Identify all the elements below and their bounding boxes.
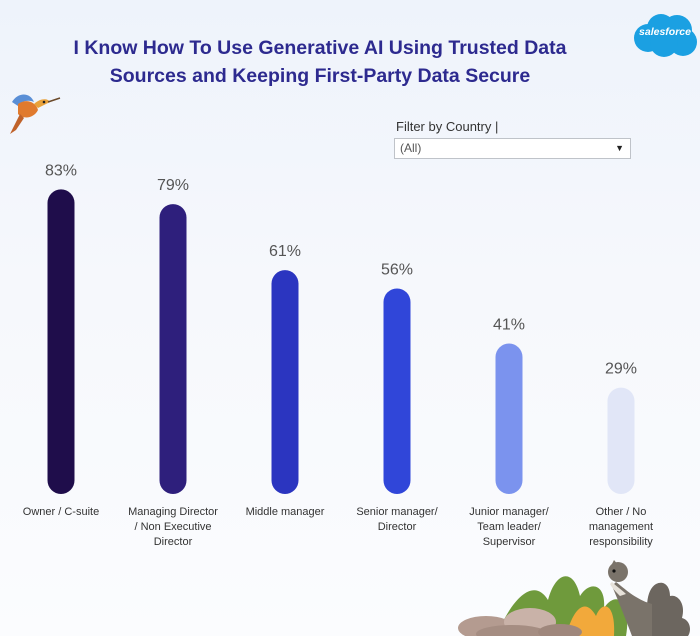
chart-title-line-1: I Know How To Use Generative AI Using Tr… bbox=[73, 37, 567, 59]
foliage-squirrel-decoration bbox=[458, 560, 690, 636]
bar-chart: 83% Owner / C-suite 79% Managing Director / … bbox=[23, 162, 653, 548]
bar-4[interactable] bbox=[383, 288, 411, 494]
data-label-2: 79% bbox=[157, 177, 189, 194]
bar-2[interactable] bbox=[159, 204, 187, 494]
data-label-6: 29% bbox=[605, 361, 637, 378]
filter-country-label: Filter by Country | bbox=[396, 119, 499, 134]
category-label-2: Managing Director / Non Executive Director bbox=[128, 506, 218, 548]
data-label-1: 83% bbox=[45, 162, 77, 179]
salesforce-logo-text: salesforce bbox=[639, 26, 691, 38]
chevron-down-icon[interactable]: ▼ bbox=[615, 143, 624, 153]
chart-title-line-2: Sources and Keeping First-Party Data Sec… bbox=[109, 65, 531, 87]
bar-1[interactable] bbox=[47, 189, 75, 494]
bar-6[interactable] bbox=[607, 387, 635, 494]
category-label-4: Senior manager/Director bbox=[356, 506, 438, 533]
bar-5[interactable] bbox=[495, 343, 523, 494]
filter-country-value: (All) bbox=[400, 141, 422, 155]
bar-3[interactable] bbox=[271, 270, 299, 494]
category-label-1: Owner / C-suite bbox=[23, 506, 99, 518]
category-label-6: Other / No management responsibility bbox=[589, 506, 653, 548]
data-label-5: 41% bbox=[493, 317, 525, 334]
hummingbird-icon bbox=[10, 94, 61, 134]
chart-title: I Know How To Use Generative AI Using Tr… bbox=[40, 34, 600, 90]
category-label-3: Middle manager bbox=[246, 506, 325, 518]
filter-country-select[interactable]: (All) ▼ bbox=[394, 138, 631, 159]
data-label-4: 56% bbox=[381, 261, 413, 278]
category-label-5: Junior manager/Team leader/Supervisor bbox=[469, 506, 549, 548]
salesforce-logo bbox=[634, 14, 697, 57]
data-label-3: 61% bbox=[269, 243, 301, 260]
